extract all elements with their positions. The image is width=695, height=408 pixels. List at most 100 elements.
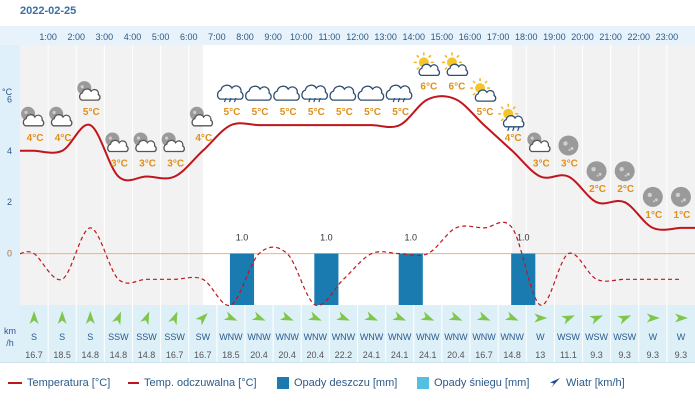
- wind-arrow-icon: [57, 311, 67, 324]
- cloud-moon-icon: [527, 132, 551, 153]
- wind-speed-label: 24.1: [419, 350, 437, 360]
- wind-arrow-icon: [223, 311, 238, 321]
- temperature-label: 5°C: [83, 107, 100, 118]
- wind-direction-label: SSW: [136, 332, 157, 342]
- cloud-moon-icon: [161, 132, 185, 153]
- wind-speed-label: 14.8: [503, 350, 521, 360]
- wind-direction-label: W: [649, 332, 658, 342]
- legend-temperature: Temperatura [°C]: [8, 377, 110, 389]
- hour-label: 3:00: [96, 32, 114, 42]
- wind-direction-label: WNW: [219, 332, 243, 342]
- temperature-label: 4°C: [27, 133, 44, 144]
- wind-arrow-icon: [534, 313, 548, 323]
- hour-label: 4:00: [124, 32, 142, 42]
- cloud-moon-icon: [49, 106, 73, 127]
- hour-label: 7:00: [208, 32, 226, 42]
- wind-unit-label: km: [4, 326, 16, 336]
- legend-box-swatch: [417, 377, 429, 390]
- y-zero-label: 0: [7, 249, 12, 259]
- wind-arrow-icon: [111, 311, 122, 326]
- rain-bar: [398, 253, 423, 305]
- cloud-moon-icon: [133, 132, 157, 153]
- legend-label: Temperatura [°C]: [27, 377, 111, 389]
- legend-line-swatch: [128, 382, 139, 385]
- hour-label: 18:00: [515, 32, 538, 42]
- wind-direction-label: SSW: [108, 332, 129, 342]
- wind-direction-label: W: [536, 332, 545, 342]
- y-unit-label: °C: [2, 87, 13, 97]
- wind-arrow-icon: [364, 311, 379, 321]
- hour-label: 23:00: [656, 32, 679, 42]
- sun-cloud-icon: [470, 78, 497, 102]
- wind-arrow-icon: [251, 311, 266, 321]
- wind-arrow-icon: [85, 311, 95, 324]
- wind-direction-label: WSW: [585, 332, 608, 342]
- sun-cloud-icon: [413, 52, 441, 77]
- cloud-moon-icon: [77, 81, 101, 101]
- wind-direction-label: S: [87, 332, 93, 342]
- legend-feels-like: Temp. odczuwalna [°C]: [128, 377, 257, 389]
- wind-direction-label: SW: [196, 332, 211, 342]
- wind-direction-label: W: [677, 332, 686, 342]
- temperature-line: [20, 95, 695, 231]
- temperature-label: 2°C: [589, 184, 606, 195]
- wind-arrow-icon: [392, 311, 407, 321]
- wind-arrow-icon: [168, 311, 178, 326]
- hour-label: 22:00: [627, 32, 650, 42]
- hour-label: 1:00: [39, 32, 57, 42]
- legend-line-swatch: [8, 382, 22, 385]
- wind-speed-label: 20.4: [447, 350, 465, 360]
- moon-icon: [614, 161, 635, 182]
- wind-arrow-icon: [29, 311, 39, 324]
- wind-speed-label: 20.4: [278, 350, 296, 360]
- rain-value-label: 1.0: [236, 233, 249, 243]
- legend-label: Opady deszczu [mm]: [294, 377, 398, 389]
- temperature-label: 3°C: [533, 159, 550, 170]
- temperature-label: 5°C: [392, 107, 409, 118]
- wind-arrow-icon: [617, 315, 632, 325]
- temperature-label: 3°C: [167, 159, 184, 170]
- hour-label: 5:00: [152, 32, 170, 42]
- wind-direction-label: WNW: [416, 332, 440, 342]
- sun-cloud-rain-icon: [498, 103, 525, 132]
- temperature-label: 5°C: [280, 107, 297, 118]
- temperature-label: 3°C: [561, 159, 578, 170]
- wind-speed-label: 9.3: [618, 350, 631, 360]
- wind-arrow-icon: [674, 313, 688, 323]
- wind-speed-label: 18.5: [53, 350, 71, 360]
- wind-speed-label: 9.3: [590, 350, 603, 360]
- cloud-icon: [357, 85, 385, 101]
- wind-speed-label: 14.8: [110, 350, 128, 360]
- moon-icon: [670, 186, 691, 207]
- temperature-label: 5°C: [252, 107, 269, 118]
- cloud-moon-icon: [105, 132, 129, 153]
- wind-unit-label: /h: [6, 338, 14, 348]
- temperature-label: 4°C: [195, 133, 212, 144]
- temperature-label: 5°C: [224, 107, 241, 118]
- wind-direction-label: SSW: [164, 332, 185, 342]
- rain-value-label: 1.0: [320, 233, 333, 243]
- temperature-label: 5°C: [336, 107, 353, 118]
- wind-speed-label: 14.8: [138, 350, 156, 360]
- y-tick-label: 4: [7, 146, 12, 156]
- wind-direction-label: WNW: [332, 332, 356, 342]
- wind-speed-label: 16.7: [194, 350, 212, 360]
- cloud-rain-icon: [385, 84, 413, 103]
- legend-box-swatch: [277, 377, 289, 390]
- legend-label: Temp. odczuwalna [°C]: [144, 377, 257, 389]
- rain-bar: [511, 253, 536, 305]
- temperature-label: 6°C: [449, 81, 466, 92]
- wind-direction-label: S: [31, 332, 37, 342]
- wind-arrow-icon: [140, 311, 150, 326]
- wind-speed-label: 13: [535, 350, 545, 360]
- temperature-label: 3°C: [139, 159, 156, 170]
- legend-snow: Opady śniegu [mm]: [417, 377, 529, 390]
- wind-direction-label: WNW: [472, 332, 496, 342]
- hour-label: 10:00: [290, 32, 313, 42]
- hour-label: 21:00: [599, 32, 622, 42]
- wind-arrow-icon: [476, 311, 491, 321]
- temperature-label: 5°C: [308, 107, 325, 118]
- wind-speed-label: 20.4: [307, 350, 325, 360]
- wind-speed-label: 18.5: [222, 350, 240, 360]
- rain-value-label: 1.0: [517, 233, 530, 243]
